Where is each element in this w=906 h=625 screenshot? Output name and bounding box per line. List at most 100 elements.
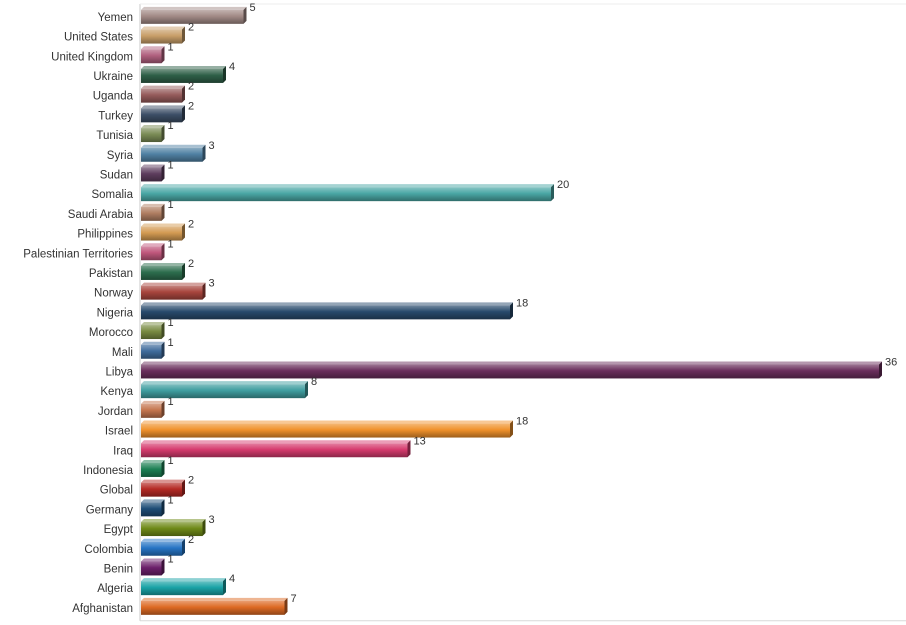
value-label-palestinian-territories: 1 <box>168 238 174 250</box>
bar-front-face <box>141 403 162 418</box>
bar-front-face <box>141 265 182 280</box>
bar-united-states[interactable] <box>141 26 185 44</box>
bar-libya[interactable] <box>141 361 882 379</box>
bar-ukraine[interactable] <box>141 65 226 83</box>
value-label-kenya: 8 <box>311 376 317 388</box>
category-label-morocco: Morocco <box>89 327 133 339</box>
bar-front-face <box>141 344 162 359</box>
bar-jordan[interactable] <box>141 400 165 418</box>
bar-uganda[interactable] <box>141 85 185 103</box>
bar-top-face <box>141 282 206 286</box>
bar-top-face <box>141 243 165 247</box>
bar-top-face <box>141 26 185 30</box>
bar-top-face <box>141 361 882 365</box>
category-label-algeria: Algeria <box>97 583 133 595</box>
value-label-mali: 1 <box>168 337 174 349</box>
bar-germany[interactable] <box>141 499 165 517</box>
bar-end-face <box>223 65 226 83</box>
bar-end-face <box>182 105 185 123</box>
bar-top-face <box>141 223 185 227</box>
bar-end-face <box>202 519 206 537</box>
bar-front-face <box>141 502 162 517</box>
bar-kenya[interactable] <box>141 381 308 399</box>
bar-top-face <box>141 440 411 444</box>
bar-global[interactable] <box>141 479 185 497</box>
bar-end-face <box>551 184 554 202</box>
category-label-palestinian-territories: Palestinian Territories <box>23 248 133 260</box>
bar-tunisia[interactable] <box>141 125 165 143</box>
category-label-egypt: Egypt <box>104 524 134 536</box>
category-label-somalia: Somalia <box>91 189 133 201</box>
category-label-turkey: Turkey <box>98 110 133 122</box>
bar-top-face <box>141 479 185 483</box>
bar-top-face <box>141 203 165 207</box>
bar-sudan[interactable] <box>141 164 165 182</box>
bar-front-face <box>141 364 879 379</box>
bar-top-face <box>141 499 165 503</box>
bar-end-face <box>284 597 288 615</box>
bar-morocco[interactable] <box>141 322 165 340</box>
bar-syria[interactable] <box>141 144 206 162</box>
bar-afghanistan[interactable] <box>141 597 288 615</box>
bar-philippines[interactable] <box>141 223 185 241</box>
bar-saudi-arabia[interactable] <box>141 203 165 221</box>
category-label-philippines: Philippines <box>77 229 133 241</box>
bar-pakistan[interactable] <box>141 262 185 280</box>
bar-front-face <box>141 462 162 477</box>
bar-norway[interactable] <box>141 282 206 300</box>
bar-benin[interactable] <box>141 558 165 576</box>
value-label-sudan: 1 <box>168 159 174 171</box>
category-label-mali: Mali <box>112 347 133 359</box>
bar-yemen[interactable] <box>141 6 247 24</box>
bar-mali[interactable] <box>141 341 165 359</box>
bar-top-face <box>141 538 185 542</box>
bar-colombia[interactable] <box>141 538 185 556</box>
bar-front-face <box>141 68 223 83</box>
bar-end-face <box>223 578 226 596</box>
bar-front-face <box>141 581 223 596</box>
bar-israel[interactable] <box>141 420 513 438</box>
value-label-nigeria: 18 <box>516 297 528 309</box>
value-label-philippines: 2 <box>188 219 194 231</box>
category-label-yemen: Yemen <box>98 12 133 24</box>
value-label-morocco: 1 <box>168 317 174 329</box>
value-label-ukraine: 4 <box>229 61 235 73</box>
bar-end-face <box>161 125 165 143</box>
value-label-tunisia: 1 <box>168 120 174 132</box>
value-label-indonesia: 1 <box>168 455 174 467</box>
bar-top-face <box>141 302 513 306</box>
bar-front-face <box>141 423 510 438</box>
bar-algeria[interactable] <box>141 578 226 596</box>
value-label-united-kingdom: 1 <box>168 41 174 53</box>
bar-united-kingdom[interactable] <box>141 46 165 64</box>
bar-end-face <box>202 144 206 162</box>
bar-end-face <box>161 558 165 576</box>
bar-turkey[interactable] <box>141 105 185 123</box>
category-label-uganda: Uganda <box>93 91 134 103</box>
bar-iraq[interactable] <box>141 440 411 458</box>
category-label-nigeria: Nigeria <box>97 307 134 319</box>
bar-top-face <box>141 85 185 89</box>
bar-indonesia[interactable] <box>141 459 165 477</box>
bar-front-face <box>141 443 408 458</box>
value-label-somalia: 20 <box>557 179 569 191</box>
bar-front-face <box>141 128 162 143</box>
value-label-jordan: 1 <box>168 396 174 408</box>
bar-top-face <box>141 341 165 345</box>
bar-front-face <box>141 522 203 537</box>
bar-somalia[interactable] <box>141 184 554 202</box>
value-label-egypt: 3 <box>209 514 215 526</box>
bar-palestinian-territories[interactable] <box>141 243 165 261</box>
bar-end-face <box>182 223 185 241</box>
category-label-iraq: Iraq <box>113 445 133 457</box>
bar-nigeria[interactable] <box>141 302 513 320</box>
value-label-uganda: 2 <box>188 81 194 93</box>
bar-front-face <box>141 187 551 202</box>
bar-end-face <box>243 6 247 24</box>
category-label-afghanistan: Afghanistan <box>72 603 133 615</box>
value-label-libya: 36 <box>885 356 897 368</box>
value-label-turkey: 2 <box>188 100 194 112</box>
bar-end-face <box>161 341 165 359</box>
bar-end-face <box>510 302 513 320</box>
bar-egypt[interactable] <box>141 519 206 537</box>
